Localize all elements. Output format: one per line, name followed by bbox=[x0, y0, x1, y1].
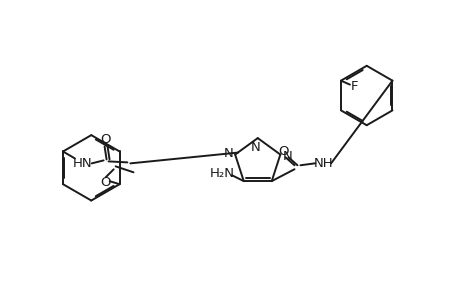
Text: NH: NH bbox=[313, 157, 332, 170]
Text: F: F bbox=[350, 80, 358, 93]
Text: H₂N: H₂N bbox=[209, 167, 234, 180]
Text: N: N bbox=[250, 140, 260, 154]
Text: HN: HN bbox=[73, 157, 92, 170]
Text: N: N bbox=[282, 150, 291, 163]
Text: O: O bbox=[100, 176, 111, 189]
Text: O: O bbox=[100, 133, 111, 146]
Text: O: O bbox=[278, 145, 288, 158]
Text: N: N bbox=[223, 147, 233, 160]
